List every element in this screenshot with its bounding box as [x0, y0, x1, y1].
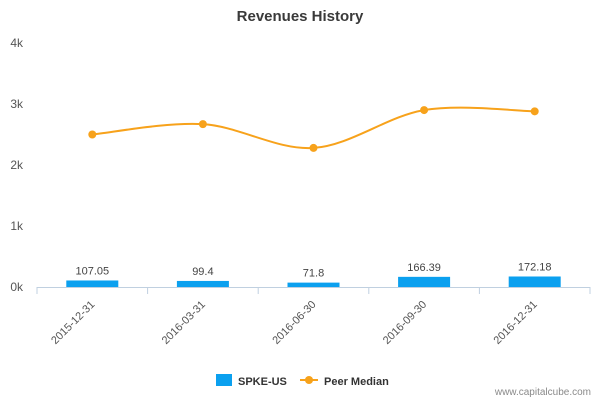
legend-label-spke-us: SPKE-US — [238, 376, 287, 388]
y-tick-label: 1k — [10, 219, 24, 233]
chart-title: Revenues History — [237, 8, 364, 25]
y-axis: 0k 1k 2k 3k 4k — [10, 36, 24, 294]
x-tick-label: 2016-12-31 — [492, 299, 540, 347]
bar-spke-us — [508, 276, 561, 287]
x-tick-label: 2015-12-31 — [49, 299, 97, 347]
y-tick-label: 2k — [10, 158, 24, 172]
peer-median-point — [309, 143, 318, 152]
legend-marker-peer-median — [305, 376, 313, 384]
x-tick-label: 2016-06-30 — [270, 299, 318, 347]
bar-data-label: 99.4 — [192, 266, 213, 278]
x-tick-label: 2016-03-31 — [160, 299, 208, 347]
legend-label-peer-median: Peer Median — [324, 376, 389, 388]
watermark: www.capitalcube.com — [494, 387, 591, 398]
bar-spke-us — [287, 282, 340, 287]
y-tick-label: 3k — [10, 97, 24, 111]
y-tick-label: 0k — [10, 280, 24, 294]
bar-data-label: 172.18 — [518, 261, 552, 273]
peer-median-point — [88, 130, 97, 139]
bar-spke-us — [176, 280, 229, 287]
bar-spke-us — [66, 280, 119, 287]
peer-median-point — [198, 120, 207, 129]
legend: SPKE-US Peer Median — [216, 374, 389, 388]
x-axis: 2015-12-31 2016-03-31 2016-06-30 2016-09-30… — [36, 287, 591, 347]
peer-median-point — [530, 107, 539, 116]
peer-median-point — [420, 106, 429, 115]
bar-data-label: 107.05 — [75, 265, 109, 277]
bar-series: 107.05 99.4 71.8 166.39 172.18 — [66, 261, 561, 287]
bar-spke-us — [398, 276, 451, 287]
x-tick-label: 2016-09-30 — [381, 299, 429, 347]
y-tick-label: 4k — [10, 36, 24, 50]
line-series — [88, 106, 539, 152]
legend-swatch-spke-us — [216, 374, 232, 386]
bar-data-label: 166.39 — [407, 262, 441, 274]
bar-data-label: 71.8 — [303, 268, 324, 280]
peer-median-line — [92, 106, 535, 149]
